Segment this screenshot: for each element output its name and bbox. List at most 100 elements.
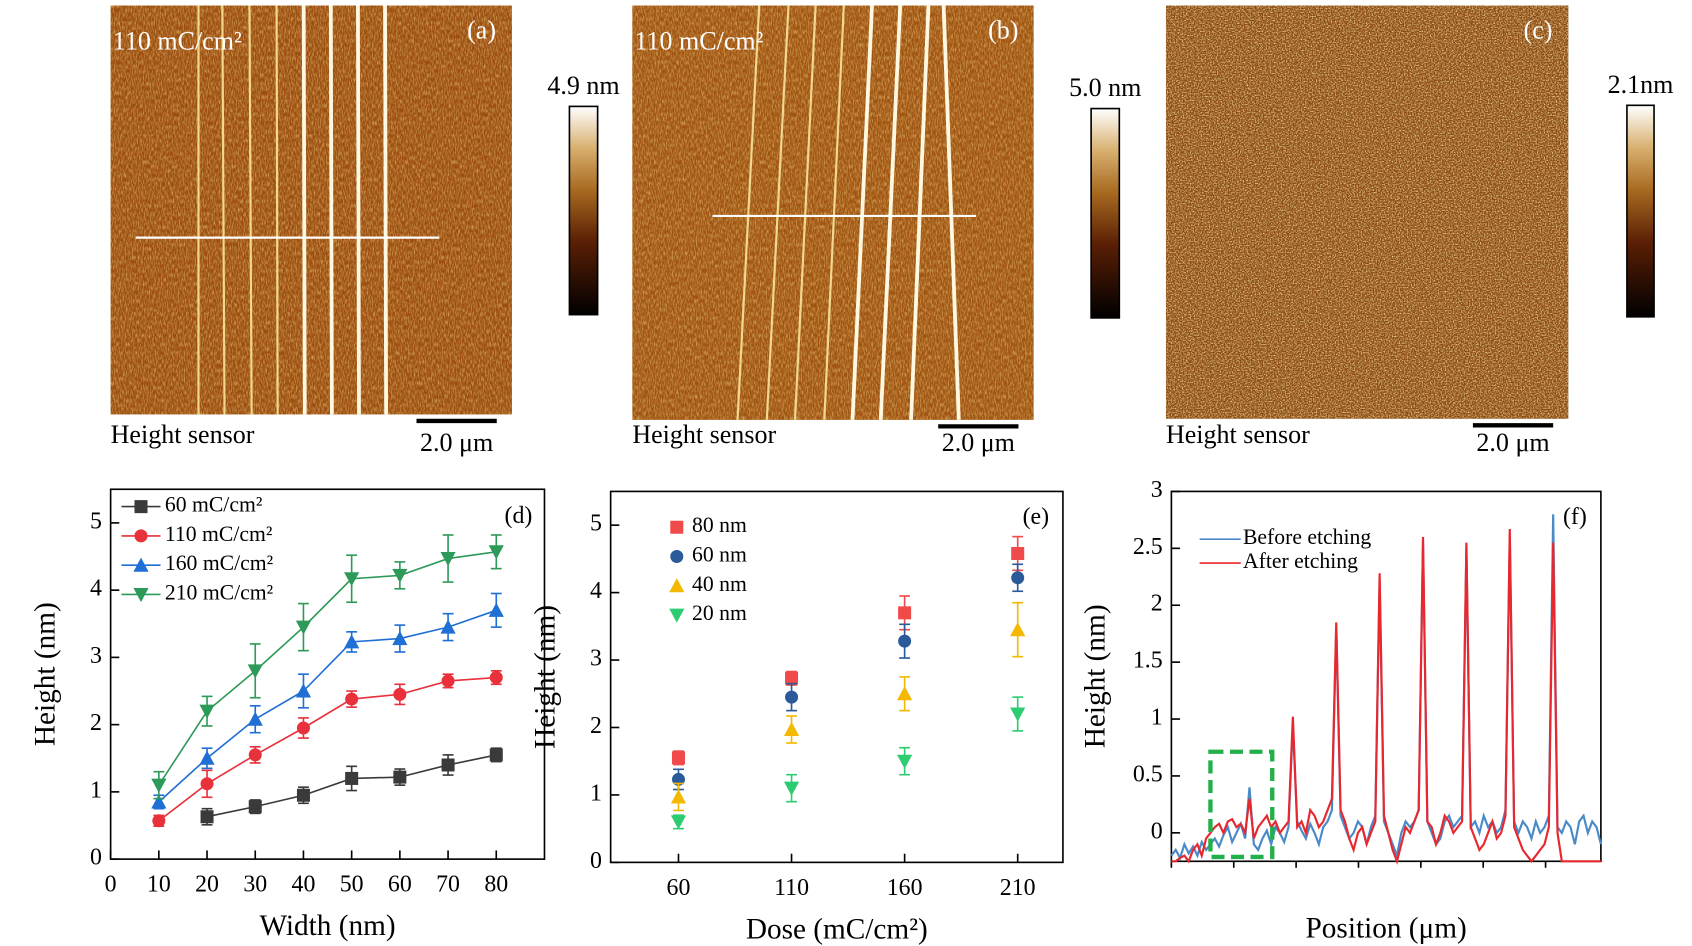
marker — [392, 568, 408, 583]
legend-label: 80 nm — [692, 513, 747, 537]
y-tick-label: 1 — [590, 780, 602, 806]
image-caption: Height sensor — [111, 420, 255, 449]
x-tick-label: 60 — [667, 875, 691, 901]
marker — [133, 557, 149, 572]
marker — [898, 606, 912, 620]
afm-texture — [110, 5, 512, 415]
x-tick-label: 60 — [388, 872, 412, 898]
y-tick-label: 3 — [1151, 477, 1163, 503]
marker — [248, 748, 262, 762]
legend-label: 210 mC/cm² — [165, 580, 273, 604]
x-axis-label: Width (nm) — [259, 910, 395, 942]
marker — [670, 815, 687, 830]
marker — [1011, 546, 1025, 560]
plot-frame — [109, 488, 546, 860]
colorbar — [1090, 107, 1121, 319]
marker — [392, 630, 408, 646]
x-tick-label: 110 — [774, 875, 809, 901]
afm-stripe — [248, 5, 253, 415]
marker — [152, 814, 166, 828]
marker — [134, 529, 148, 543]
marker — [151, 794, 167, 809]
scale-bar-label: 2.0 μm — [420, 428, 493, 457]
marker — [783, 781, 800, 796]
scale-bar-label: 2.0 μm — [942, 428, 1015, 457]
x-tick-label: 80 — [484, 872, 508, 898]
series-line — [158, 551, 497, 786]
x-tick-label: 160 — [887, 875, 923, 901]
marker — [200, 777, 214, 791]
panel-label: (b) — [988, 16, 1018, 45]
legend-label: Before etching — [1243, 525, 1371, 549]
marker — [199, 704, 215, 719]
panel-label: (e) — [1023, 504, 1049, 530]
marker — [669, 608, 685, 623]
series-line — [1171, 528, 1601, 865]
x-tick-label: 10 — [147, 872, 171, 898]
afm-stripe — [736, 5, 761, 420]
x-tick-label: 40 — [292, 872, 316, 898]
y-axis-label: Height (nm) — [1079, 604, 1111, 748]
panel-label: (f) — [1563, 504, 1587, 530]
marker — [671, 751, 685, 765]
legend-label: 40 nm — [692, 572, 747, 596]
marker — [344, 572, 360, 587]
legend-label: 160 mC/cm² — [165, 551, 273, 575]
marker — [440, 619, 456, 634]
afm-stripe — [301, 5, 307, 415]
x-tick-label: 50 — [340, 872, 364, 898]
image-caption: Height sensor — [632, 420, 776, 449]
marker — [669, 578, 685, 593]
plot-frame — [609, 490, 1064, 864]
marker — [296, 788, 310, 802]
afm-stripe — [909, 5, 931, 420]
y-tick-label: 2.5 — [1133, 534, 1163, 560]
y-tick-label: 4 — [590, 578, 602, 604]
marker — [488, 545, 504, 560]
marker — [441, 674, 455, 688]
series-line — [158, 609, 497, 803]
series-line — [158, 676, 497, 822]
marker — [670, 520, 684, 534]
marker — [295, 620, 312, 635]
colorbar-max: 4.9 nm — [547, 71, 619, 100]
y-tick-label: 4 — [90, 576, 102, 602]
marker — [440, 552, 456, 567]
y-tick-label: 1 — [1151, 705, 1163, 731]
marker — [1010, 707, 1026, 722]
y-axis-label: Height (nm) — [529, 605, 561, 749]
afm-stripe — [765, 5, 790, 420]
marker — [295, 683, 312, 698]
image-caption: Height sensor — [1166, 420, 1310, 449]
y-tick-label: 0 — [90, 845, 102, 871]
marker — [1011, 571, 1025, 585]
x-axis-label: Dose (mC/cm²) — [746, 914, 928, 946]
marker — [897, 686, 913, 701]
marker — [200, 810, 214, 824]
legend-label: After etching — [1243, 549, 1358, 573]
marker — [670, 789, 687, 804]
legend-label: 60 mC/cm² — [165, 493, 262, 517]
afm-texture — [1165, 5, 1569, 419]
y-tick-label: 0 — [590, 848, 602, 874]
x-tick-label: 70 — [436, 872, 460, 898]
marker — [247, 711, 263, 726]
marker — [199, 750, 215, 765]
afm-stripe — [878, 5, 903, 420]
marker — [670, 550, 684, 564]
marker — [151, 778, 167, 793]
marker — [393, 687, 407, 701]
marker — [489, 671, 503, 685]
x-tick-label: 30 — [243, 872, 267, 898]
marker — [248, 800, 262, 814]
marker — [898, 634, 912, 648]
legend-label: 110 mC/cm² — [165, 522, 273, 546]
x-tick-label: 20 — [195, 872, 219, 898]
y-tick-label: 2 — [590, 713, 602, 739]
y-tick-label: 2 — [90, 710, 102, 736]
marker — [488, 602, 504, 617]
y-axis-label: Height (nm) — [29, 602, 61, 746]
marker — [296, 721, 310, 735]
marker — [345, 692, 359, 706]
